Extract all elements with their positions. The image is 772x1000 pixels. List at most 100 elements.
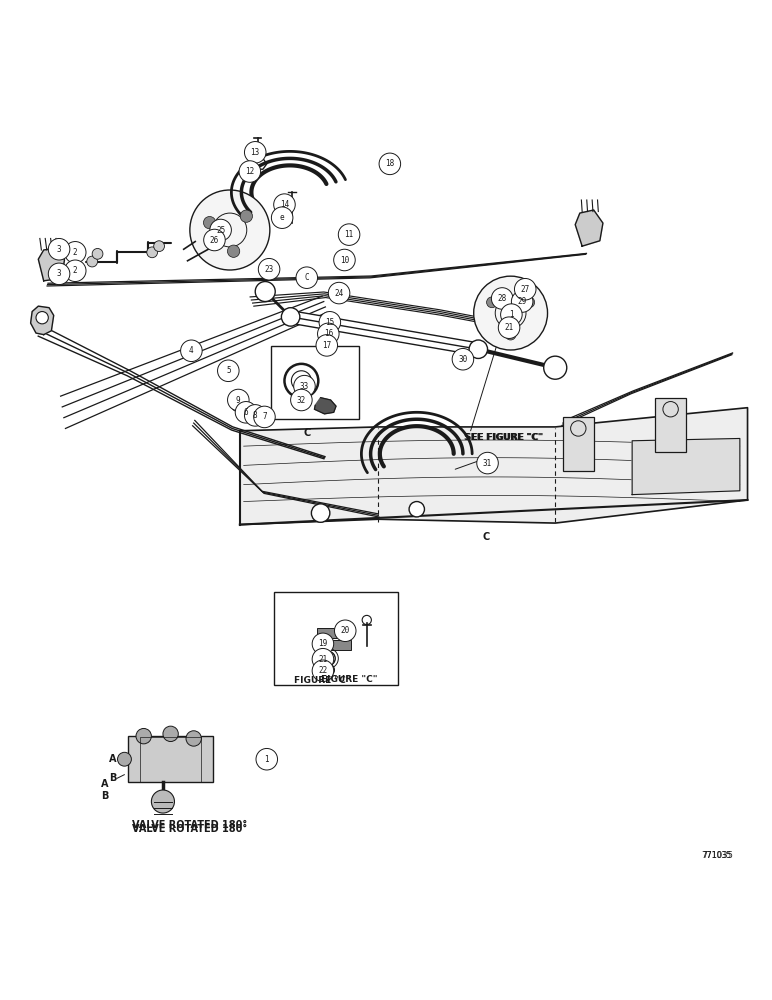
Circle shape xyxy=(36,312,49,324)
Circle shape xyxy=(281,308,300,326)
Circle shape xyxy=(235,402,257,423)
Polygon shape xyxy=(31,306,54,335)
Circle shape xyxy=(328,282,350,304)
Text: 32: 32 xyxy=(296,396,306,405)
Circle shape xyxy=(312,660,334,682)
Circle shape xyxy=(65,260,86,282)
Circle shape xyxy=(477,452,498,474)
Circle shape xyxy=(256,282,276,302)
Circle shape xyxy=(244,404,255,415)
Circle shape xyxy=(151,790,174,813)
Text: 4: 4 xyxy=(189,346,194,355)
Circle shape xyxy=(311,504,330,522)
Text: 26: 26 xyxy=(210,236,219,245)
Text: 23: 23 xyxy=(265,265,274,274)
Circle shape xyxy=(49,263,69,285)
Text: 6: 6 xyxy=(244,408,249,417)
Circle shape xyxy=(92,248,103,259)
Circle shape xyxy=(117,752,131,766)
Circle shape xyxy=(163,726,178,742)
Circle shape xyxy=(334,249,355,271)
Circle shape xyxy=(186,731,201,746)
Circle shape xyxy=(204,229,225,251)
Bar xyxy=(655,398,686,452)
Bar xyxy=(271,346,359,419)
Text: A: A xyxy=(100,779,108,789)
Circle shape xyxy=(256,407,266,418)
Text: 14: 14 xyxy=(279,200,289,209)
Text: 3: 3 xyxy=(57,269,62,278)
Bar xyxy=(317,640,351,650)
Text: 5: 5 xyxy=(226,366,231,375)
Circle shape xyxy=(228,245,240,257)
Text: 16: 16 xyxy=(323,329,333,338)
Circle shape xyxy=(49,238,69,260)
Circle shape xyxy=(316,335,337,356)
Circle shape xyxy=(204,216,215,229)
Text: 771035: 771035 xyxy=(703,851,731,860)
Text: SEE FIGURE "C": SEE FIGURE "C" xyxy=(465,433,543,442)
Circle shape xyxy=(136,728,151,744)
Text: 18: 18 xyxy=(385,159,394,168)
Polygon shape xyxy=(39,248,65,281)
Circle shape xyxy=(218,360,239,382)
Polygon shape xyxy=(240,408,747,525)
Bar xyxy=(563,417,594,471)
Circle shape xyxy=(524,297,535,308)
Text: VALVE ROTATED 180°: VALVE ROTATED 180° xyxy=(132,824,248,834)
Text: C: C xyxy=(304,273,309,282)
Bar xyxy=(275,592,398,685)
Circle shape xyxy=(254,406,276,428)
Circle shape xyxy=(505,329,516,340)
Text: 3: 3 xyxy=(57,245,62,254)
Bar xyxy=(140,737,201,782)
Circle shape xyxy=(245,405,266,426)
Circle shape xyxy=(500,304,522,325)
Circle shape xyxy=(181,340,202,362)
Text: 11: 11 xyxy=(344,230,354,239)
Text: 20: 20 xyxy=(340,626,350,635)
Bar xyxy=(317,628,351,638)
Text: 2: 2 xyxy=(73,248,77,257)
Text: 21: 21 xyxy=(504,323,513,332)
Circle shape xyxy=(228,389,249,411)
Text: 8: 8 xyxy=(253,411,258,420)
Text: 7: 7 xyxy=(262,412,267,421)
Circle shape xyxy=(290,389,312,411)
Text: B: B xyxy=(109,773,117,783)
Text: 29: 29 xyxy=(517,297,527,306)
Text: 25: 25 xyxy=(216,226,225,235)
Text: 15: 15 xyxy=(325,318,334,327)
Text: 22: 22 xyxy=(318,666,327,675)
Circle shape xyxy=(259,258,279,280)
Circle shape xyxy=(296,267,317,288)
Text: C: C xyxy=(482,532,489,542)
Circle shape xyxy=(245,142,266,163)
Circle shape xyxy=(154,241,164,252)
Text: 31: 31 xyxy=(483,459,493,468)
Circle shape xyxy=(469,340,488,358)
Circle shape xyxy=(256,748,278,770)
Bar xyxy=(128,736,213,782)
Text: C: C xyxy=(303,428,310,438)
Circle shape xyxy=(86,256,97,267)
Circle shape xyxy=(319,312,340,333)
Text: 30: 30 xyxy=(459,355,468,364)
Text: 21: 21 xyxy=(318,655,327,664)
Text: e: e xyxy=(279,213,284,222)
Circle shape xyxy=(317,323,339,345)
Circle shape xyxy=(312,648,334,670)
Circle shape xyxy=(237,393,248,404)
Circle shape xyxy=(240,210,252,222)
Text: 1: 1 xyxy=(509,310,513,319)
Circle shape xyxy=(486,297,497,308)
Text: 17: 17 xyxy=(322,341,331,350)
Circle shape xyxy=(272,207,293,228)
Text: A: A xyxy=(109,754,117,764)
Text: B: B xyxy=(101,791,108,801)
Text: FIGURE "C": FIGURE "C" xyxy=(320,675,377,684)
Circle shape xyxy=(514,278,536,300)
Text: FIGURE "C": FIGURE "C" xyxy=(293,676,350,685)
Text: 24: 24 xyxy=(334,289,344,298)
Circle shape xyxy=(379,153,401,175)
